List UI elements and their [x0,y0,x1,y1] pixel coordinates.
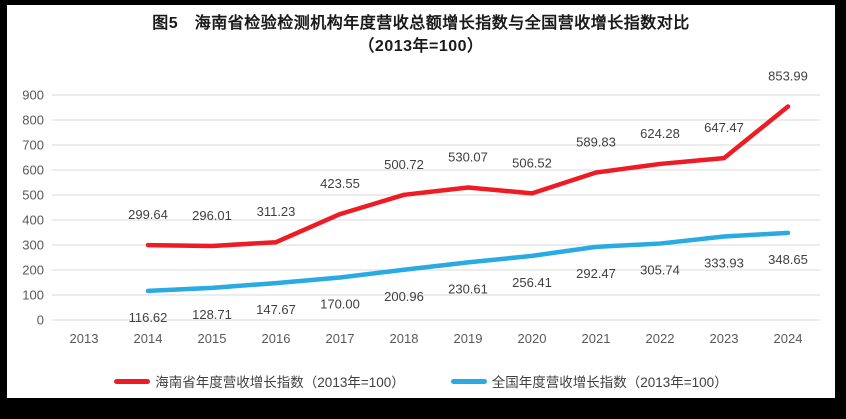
legend-swatch-hainan [114,378,151,384]
y-tick-label: 400 [22,213,44,228]
data-label: 305.74 [640,263,680,278]
x-tick-label: 2023 [710,331,739,346]
chart-legend: 海南省年度营收增长指数（2013年=100） 全国年度营收增长指数（2013年=… [7,371,835,391]
data-label: 853.99 [768,69,808,84]
y-tick-label: 700 [22,138,44,153]
data-label: 333.93 [704,256,744,271]
data-label: 624.28 [640,126,680,141]
y-tick-label: 200 [22,263,44,278]
chart-title-line2: （2013年=100） [358,38,484,55]
y-tick-label: 0 [37,313,44,328]
series-line-0 [145,104,791,249]
data-label: 348.65 [768,252,808,267]
series-line-1 [145,230,791,294]
legend-item-hainan: 海南省年度营收增长指数（2013年=100） [114,371,405,391]
x-tick-label: 2019 [454,331,483,346]
x-tick-label: 2017 [326,331,355,346]
data-label: 530.07 [448,149,488,164]
data-label: 299.64 [128,207,168,222]
x-tick-label: 2024 [774,331,803,346]
legend-label-national: 全国年度营收增长指数（2013年=100） [491,375,728,390]
data-label: 506.52 [512,155,552,170]
x-tick-label: 2015 [198,331,227,346]
y-tick-label: 800 [22,113,44,128]
x-tick-label: 2013 [70,331,99,346]
data-label: 423.55 [320,176,360,191]
data-label: 200.96 [384,289,424,304]
data-label: 170.00 [320,297,360,312]
data-label: 589.83 [576,135,616,150]
chart-title-line1: 图5 海南省检验检测机构年度营收总额增长指数与全国营收增长指数对比 [152,15,690,32]
chart-plot: 0 100 200 300 400 500 600 700 800 900 2013 2014 2015… [22,69,820,346]
chart-area: 图5 海南省检验检测机构年度营收总额增长指数与全国营收增长指数对比 （2013年… [7,5,835,398]
x-tick-label: 2018 [390,331,419,346]
data-label: 500.72 [384,157,424,172]
y-tick-label: 500 [22,188,44,203]
data-label: 147.67 [256,302,296,317]
x-tick-label: 2022 [646,331,675,346]
legend-label-hainan: 海南省年度营收增长指数（2013年=100） [155,375,405,390]
data-label: 311.23 [257,204,296,219]
x-tick-label: 2014 [134,331,163,346]
data-label: 256.41 [512,275,552,290]
y-tick-label: 600 [22,163,44,178]
y-tick-label: 900 [22,88,44,103]
legend-swatch-national [450,378,487,384]
legend-item-national: 全国年度营收增长指数（2013年=100） [450,371,728,391]
data-label: 128.71 [192,307,232,322]
data-label: 647.47 [704,120,744,135]
x-tick-label: 2020 [518,331,547,346]
data-label: 116.62 [129,310,168,325]
y-tick-label: 300 [22,238,44,253]
x-tick-label: 2021 [582,331,611,346]
y-tick-label: 100 [22,288,44,303]
x-tick-label: 2016 [262,331,291,346]
data-label: 292.47 [576,266,616,281]
chart-title: 图5 海南省检验检测机构年度营收总额增长指数与全国营收增长指数对比 （2013年… [7,12,835,58]
data-label: 230.61 [448,281,488,296]
data-label: 296.01 [192,208,232,223]
